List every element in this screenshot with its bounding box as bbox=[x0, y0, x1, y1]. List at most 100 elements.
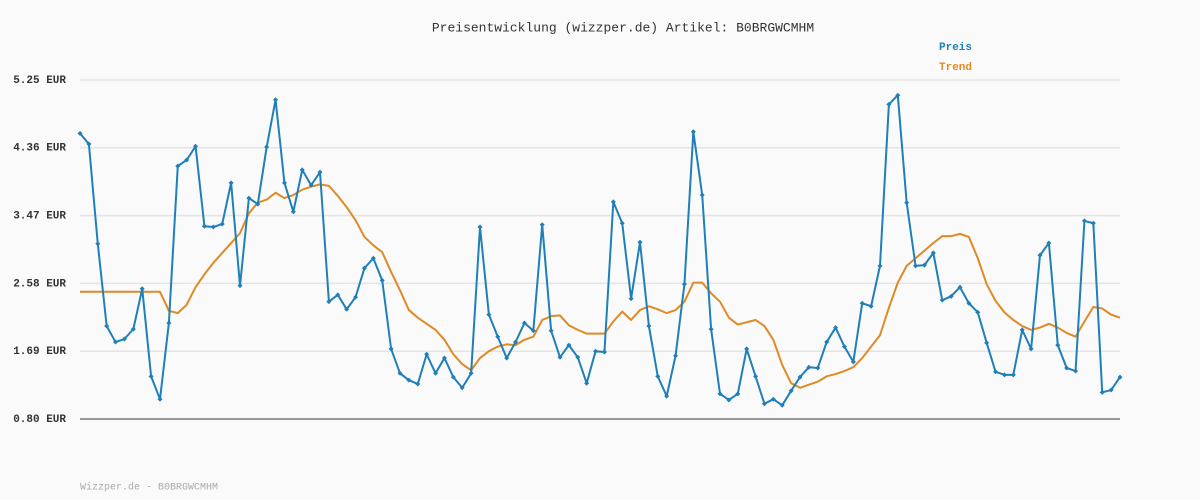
data-point bbox=[841, 344, 847, 350]
data-point bbox=[904, 200, 910, 206]
data-point bbox=[344, 306, 350, 312]
data-point bbox=[104, 323, 110, 329]
data-point bbox=[335, 292, 341, 298]
data-point bbox=[824, 339, 830, 345]
series-line bbox=[79, 94, 1121, 407]
data-point bbox=[1073, 368, 1079, 374]
data-point bbox=[690, 129, 696, 135]
data-point bbox=[708, 326, 714, 332]
data-point bbox=[184, 157, 190, 163]
data-point bbox=[513, 339, 519, 345]
data-point bbox=[175, 163, 181, 169]
data-point bbox=[308, 182, 314, 188]
data-point bbox=[895, 92, 901, 98]
data-point bbox=[441, 355, 447, 361]
data-point bbox=[1055, 342, 1061, 348]
legend-entry: Trend bbox=[939, 62, 972, 74]
data-point bbox=[193, 143, 199, 149]
data-point bbox=[1010, 372, 1016, 378]
data-point bbox=[646, 323, 652, 329]
data-point bbox=[939, 297, 945, 303]
data-point bbox=[166, 320, 172, 326]
y-tick-label: 5.25 EUR bbox=[13, 75, 66, 87]
data-point bbox=[317, 169, 323, 175]
data-point bbox=[113, 339, 119, 345]
data-point bbox=[379, 277, 385, 283]
data-point bbox=[886, 101, 892, 107]
grid: 0.80 EUR 1.69 EUR 2.58 EUR 3.47 EUR 4.36 EUR… bbox=[13, 75, 1120, 426]
data-point bbox=[130, 326, 136, 332]
data-point bbox=[397, 370, 403, 376]
footer: Wizzper.de - B0BRGWCMHM bbox=[80, 482, 218, 494]
data-point bbox=[1099, 389, 1105, 395]
data-point bbox=[521, 320, 527, 326]
data-point bbox=[699, 192, 705, 198]
data-point bbox=[459, 385, 465, 391]
data-point bbox=[450, 374, 456, 380]
data-point bbox=[495, 334, 501, 340]
data-point bbox=[255, 201, 261, 207]
data-point bbox=[353, 294, 359, 300]
data-point bbox=[637, 239, 643, 245]
y-tick-label: 0.80 EUR bbox=[13, 414, 66, 426]
data-point bbox=[913, 263, 919, 269]
data-point bbox=[157, 396, 163, 402]
plot-area bbox=[77, 92, 1123, 408]
chart-title: Preisentwicklung (wizzper.de) Artikel: B… bbox=[432, 20, 814, 35]
data-point bbox=[370, 255, 376, 261]
data-point bbox=[1117, 374, 1123, 380]
data-point bbox=[993, 369, 999, 375]
data-point bbox=[273, 97, 279, 103]
data-point bbox=[850, 359, 856, 365]
data-point bbox=[930, 250, 936, 256]
data-point bbox=[477, 224, 483, 230]
data-point bbox=[1090, 220, 1096, 226]
data-point bbox=[148, 373, 154, 379]
data-point bbox=[761, 401, 767, 407]
data-point bbox=[673, 353, 679, 359]
data-point bbox=[468, 370, 474, 376]
data-point bbox=[1046, 240, 1052, 246]
data-point bbox=[1081, 218, 1087, 224]
data-point bbox=[1001, 372, 1007, 378]
data-point bbox=[433, 370, 439, 376]
y-tick-label: 3.47 EUR bbox=[13, 211, 66, 223]
data-point bbox=[424, 351, 430, 357]
data-point bbox=[779, 402, 785, 408]
data-point bbox=[1028, 346, 1034, 352]
legend: Preis Trend bbox=[939, 42, 972, 74]
data-point bbox=[628, 296, 634, 302]
data-point bbox=[735, 391, 741, 397]
data-point bbox=[77, 130, 83, 136]
data-point bbox=[139, 286, 145, 292]
data-point bbox=[121, 336, 127, 342]
y-tick-label: 4.36 EUR bbox=[13, 143, 66, 155]
data-point bbox=[361, 265, 367, 271]
data-point bbox=[290, 209, 296, 215]
data-point bbox=[210, 224, 216, 230]
data-point bbox=[1108, 387, 1114, 393]
data-point bbox=[584, 380, 590, 386]
y-tick-label: 2.58 EUR bbox=[13, 278, 66, 290]
data-point bbox=[406, 377, 412, 383]
data-point bbox=[530, 328, 536, 334]
data-point bbox=[770, 396, 776, 402]
data-point bbox=[557, 354, 563, 360]
data-point bbox=[619, 220, 625, 226]
data-point bbox=[201, 223, 207, 229]
data-point bbox=[859, 300, 865, 306]
y-tick-label: 1.69 EUR bbox=[13, 346, 66, 358]
data-point bbox=[744, 346, 750, 352]
data-point bbox=[868, 303, 874, 309]
data-point bbox=[388, 346, 394, 352]
data-point bbox=[326, 299, 332, 305]
data-point bbox=[1064, 365, 1070, 371]
data-point bbox=[593, 348, 599, 354]
data-point bbox=[219, 221, 225, 227]
data-point bbox=[681, 281, 687, 287]
data-point bbox=[95, 241, 101, 247]
data-point bbox=[237, 283, 243, 289]
